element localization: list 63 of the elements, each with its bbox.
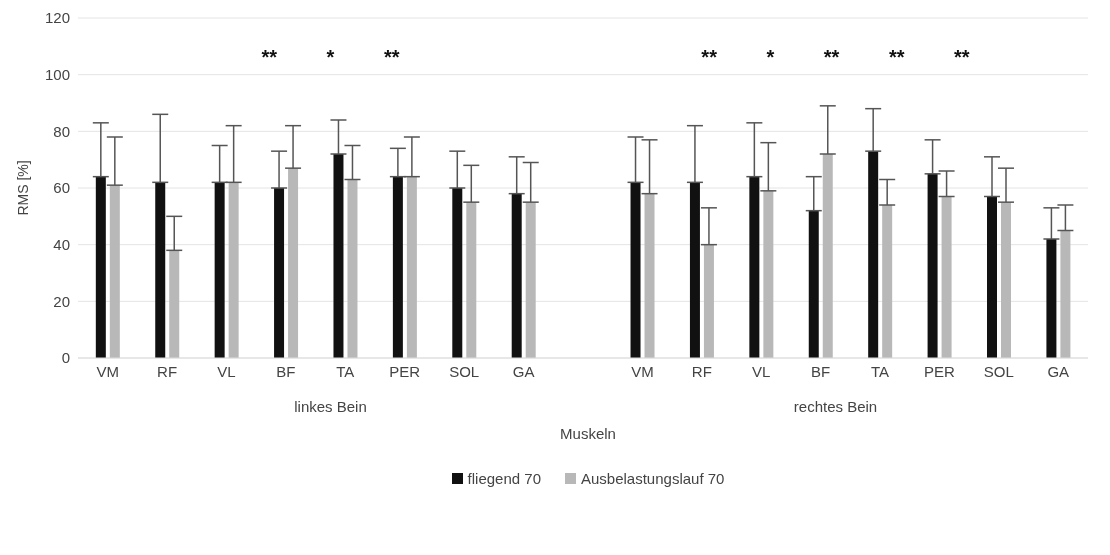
y-tick-label: 60: [53, 179, 70, 197]
x-tick-label: PER: [389, 362, 421, 380]
legend-label: fliegend 70: [466, 470, 541, 487]
bar: [868, 151, 879, 358]
bar: [703, 244, 714, 358]
text: rechtes Bein: [792, 398, 879, 415]
text: linkes Bein: [293, 398, 368, 415]
annotation: ** * ** ** **: [701, 46, 970, 68]
bar: [689, 182, 700, 358]
bar: [808, 210, 819, 358]
y-tick-label: 120: [44, 9, 70, 27]
bar: [452, 188, 463, 358]
bar: [1046, 239, 1057, 358]
bar: [347, 179, 358, 358]
x-tick-label: TA: [871, 362, 890, 380]
x-tick-label: VL: [752, 362, 771, 380]
x-tick-label: BF: [276, 362, 296, 380]
bar: [511, 193, 522, 358]
x-tick-label: SOL: [449, 362, 480, 380]
bar: [333, 154, 344, 358]
bar: [927, 173, 938, 358]
x-tick-label: RF: [691, 362, 712, 380]
bar: [392, 176, 403, 358]
x-tick-label: GA: [1047, 362, 1070, 380]
x-tick-label: BF: [811, 362, 831, 380]
x-axis-title: Muskeln: [559, 425, 617, 442]
bar: [644, 193, 655, 358]
bar: [941, 196, 952, 358]
bar: [1001, 202, 1011, 358]
bar: [630, 182, 641, 358]
bar: [155, 182, 166, 358]
bar: [525, 202, 536, 358]
bar: [749, 176, 760, 358]
y-tick-label: 100: [44, 65, 70, 83]
y-axis-title: RMS [%]: [14, 160, 31, 216]
bar: [466, 202, 477, 358]
x-tick-label: GA: [512, 362, 535, 380]
bar: [169, 250, 180, 358]
bar: [274, 188, 285, 358]
x-tick-label: VL: [217, 362, 236, 380]
bar: [109, 185, 120, 358]
bar: [763, 190, 774, 358]
bar: [822, 154, 833, 358]
bar: [987, 196, 997, 358]
x-tick-label: SOL: [983, 362, 1014, 380]
y-tick-label: 40: [53, 235, 70, 253]
bar: [214, 182, 225, 358]
x-tick-label: RF: [157, 362, 178, 380]
bar: [288, 168, 299, 358]
bar: [882, 205, 893, 358]
annotation: ** * **: [261, 46, 400, 68]
y-tick-label: 80: [53, 122, 70, 140]
x-tick-label: PER: [924, 362, 956, 380]
x-tick-label: TA: [336, 362, 355, 380]
x-tick-label: VM: [631, 362, 654, 380]
legend-label: Ausbelastungslauf 70: [580, 470, 725, 487]
bar: [406, 176, 417, 358]
bar: [1060, 230, 1071, 358]
y-tick-label: 0: [61, 349, 70, 367]
bar: [228, 182, 239, 358]
y-tick-label: 20: [53, 292, 70, 310]
x-tick-label: VM: [96, 362, 119, 380]
bar: [95, 176, 106, 358]
